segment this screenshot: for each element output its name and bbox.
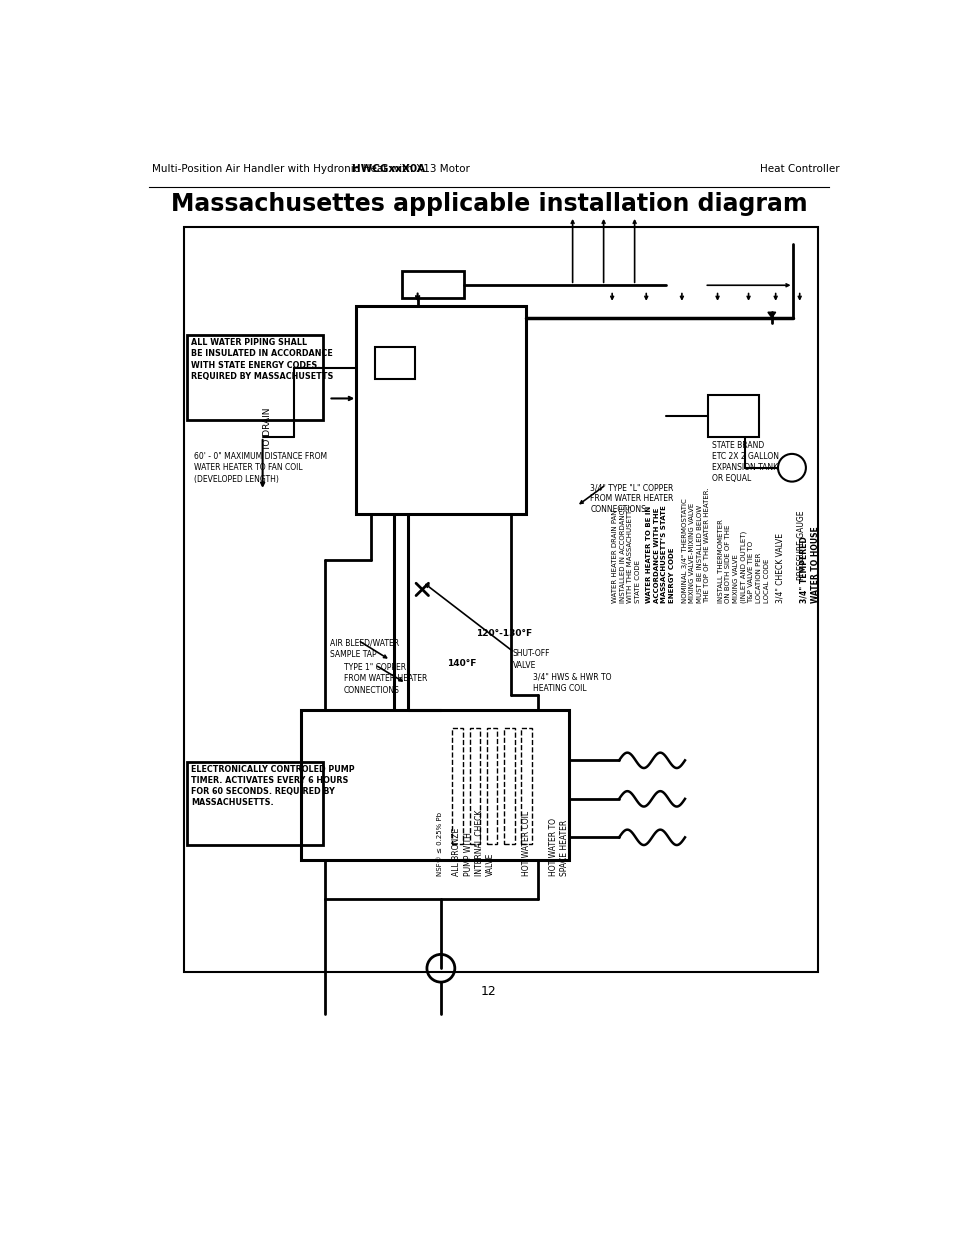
- Text: NSF® ≤ 0.25% Pb: NSF® ≤ 0.25% Pb: [436, 811, 442, 876]
- Bar: [707, 395, 758, 437]
- Text: 140°F: 140°F: [447, 658, 476, 668]
- Polygon shape: [767, 312, 775, 317]
- Text: Massachusettes applicable installation diagram: Massachusettes applicable installation d…: [171, 193, 806, 216]
- Text: WATER HEATER DRAIN PAN
INSTALLED IN ACCORDANCE
WITH THE MASSACHUSETTS
STATE CODE: WATER HEATER DRAIN PAN INSTALLED IN ACCO…: [612, 505, 640, 603]
- Text: 3/4" TYPE "L" COPPER
FROM WATER HEATER
CONNECTIONS: 3/4" TYPE "L" COPPER FROM WATER HEATER C…: [590, 483, 673, 514]
- Bar: [402, 272, 464, 299]
- Text: STATE BRAND
ETC 2X 2 GALLON
EXPANSION TANK
OR EQUAL: STATE BRAND ETC 2X 2 GALLON EXPANSION TA…: [711, 441, 779, 483]
- Bar: [452, 727, 463, 844]
- Text: 3/4" TEMPERED
WATER TO HOUSE: 3/4" TEMPERED WATER TO HOUSE: [799, 526, 819, 603]
- Text: WATER HEATER TO BE IN
ACCORDANCE WITH THE
MASSACHUSETT’S STATE
ENERGY CODE: WATER HEATER TO BE IN ACCORDANCE WITH TH…: [645, 505, 674, 603]
- Text: NOMINAL 3/4" THERMOSTATIC
MIXING VALVE-MIXING VALVE
MUST BE INSTALLED BELOW
THE : NOMINAL 3/4" THERMOSTATIC MIXING VALVE-M…: [681, 487, 710, 603]
- Text: SHUT-OFF
VALVE: SHUT-OFF VALVE: [513, 650, 550, 669]
- Bar: [355, 306, 525, 514]
- Text: HOT WATER TO
SPACE HEATER: HOT WATER TO SPACE HEATER: [548, 818, 568, 876]
- Text: HWCGxxX0A: HWCGxxX0A: [352, 164, 424, 174]
- Text: ALL WATER PIPING SHALL
BE INSULATED IN ACCORDANCE
WITH STATE ENERGY CODES.
REQUI: ALL WATER PIPING SHALL BE INSULATED IN A…: [192, 338, 334, 380]
- Text: TO DRAIN: TO DRAIN: [263, 408, 273, 451]
- Text: HOT WATER COIL: HOT WATER COIL: [521, 810, 531, 876]
- Bar: [503, 727, 514, 844]
- Text: T&P VALVE TIE TO
LOCATION PER
LOCAL CODE: T&P VALVE TIE TO LOCATION PER LOCAL CODE: [748, 541, 769, 603]
- Text: 120°-130°F: 120°-130°F: [476, 630, 532, 638]
- Text: Multi-Position Air Handler with Hydronic Heat with X13 Motor: Multi-Position Air Handler with Hydronic…: [152, 164, 473, 174]
- Text: 12: 12: [480, 984, 497, 998]
- Text: 3/4" HWS & HWR TO
HEATING COIL: 3/4" HWS & HWR TO HEATING COIL: [533, 673, 611, 693]
- Bar: [187, 762, 323, 845]
- Bar: [486, 727, 497, 844]
- Bar: [301, 710, 568, 861]
- Text: 60' - 0" MAXIMUM DISTANCE FROM
WATER HEATER TO FAN COIL
(DEVELOPED LENGTH): 60' - 0" MAXIMUM DISTANCE FROM WATER HEA…: [194, 452, 327, 484]
- Bar: [469, 727, 480, 844]
- Text: INSTALL THERMOMETER
ON BOTH SIDE OF THE
MIXING VALVE
(INLET AND OUTLET): INSTALL THERMOMETER ON BOTH SIDE OF THE …: [717, 519, 746, 603]
- Text: PRESSURE GAUGE: PRESSURE GAUGE: [796, 510, 805, 579]
- Text: 3/4" CHECK VALVE: 3/4" CHECK VALVE: [775, 532, 784, 603]
- Bar: [375, 347, 415, 379]
- Text: TYPE 1" COPPER
FROM WATER HEATER
CONNECTIONS: TYPE 1" COPPER FROM WATER HEATER CONNECT…: [344, 663, 427, 694]
- Text: ELECTRONICALLY CONTROLED PUMP
TIMER. ACTIVATES EVERY 6 HOURS
FOR 60 SECONDS. REQ: ELECTRONICALLY CONTROLED PUMP TIMER. ACT…: [192, 764, 355, 808]
- Text: Heat Controller: Heat Controller: [760, 164, 839, 174]
- Text: AIR BLEED/WATER
SAMPLE TAP: AIR BLEED/WATER SAMPLE TAP: [330, 638, 398, 658]
- Bar: [183, 227, 817, 972]
- Bar: [520, 727, 531, 844]
- Text: ALL BRONZE
PUMP WITH
INTERNAL CHECK
VALVE: ALL BRONZE PUMP WITH INTERNAL CHECK VALV…: [452, 809, 495, 876]
- Bar: [187, 336, 323, 420]
